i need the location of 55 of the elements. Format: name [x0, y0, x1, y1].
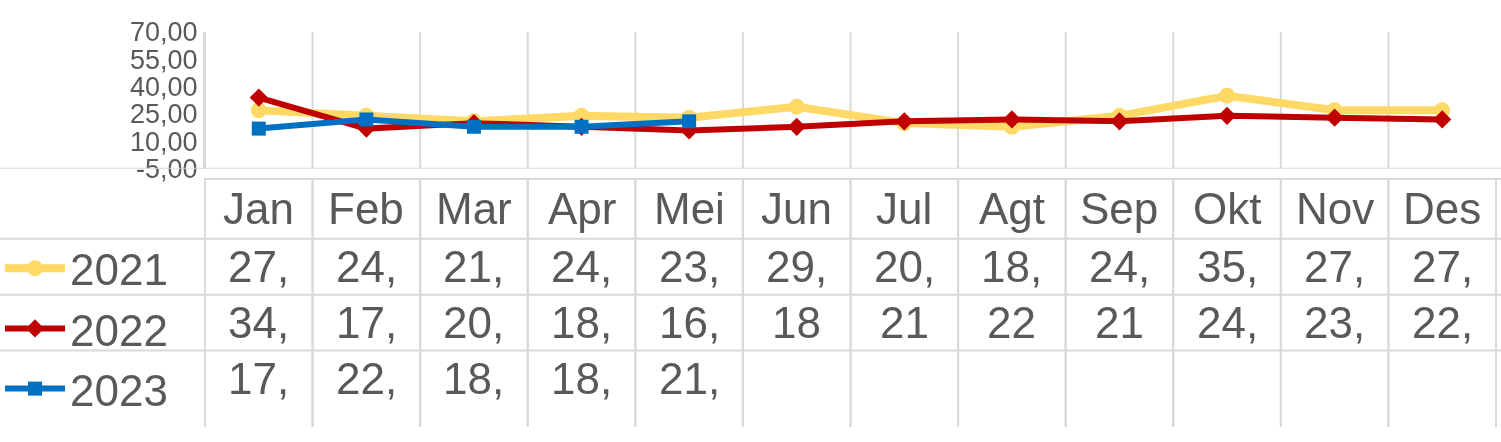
data-label: 22,: [1412, 298, 1474, 347]
data-label: 23,: [1304, 298, 1366, 347]
data-label: 17,: [228, 354, 290, 403]
legend-label: 2023: [70, 365, 168, 415]
data-label: 29,: [766, 242, 828, 291]
data-label: 20,: [874, 242, 936, 291]
data-label: 27,: [1304, 242, 1366, 291]
legend-label: 2021: [70, 245, 168, 295]
x-tick-label: Jul: [876, 184, 933, 233]
legend-label: 2022: [70, 305, 168, 355]
x-tick-label: Jun: [761, 184, 832, 233]
data-label: 27,: [228, 242, 290, 291]
data-label: 21: [1095, 298, 1144, 347]
data-label: 24,: [551, 242, 613, 291]
data-label: 21,: [659, 354, 721, 403]
point: [359, 112, 374, 127]
data-label: 18: [772, 298, 821, 347]
point: [466, 119, 481, 134]
data-label: 18,: [981, 242, 1043, 291]
point: [788, 98, 805, 115]
x-tick-label: Des: [1403, 184, 1482, 233]
data-label: 22: [987, 298, 1036, 347]
data-label: 24,: [1089, 242, 1151, 291]
x-tick-label: Sep: [1080, 184, 1159, 233]
point: [249, 88, 268, 107]
x-tick-label: Okt: [1193, 184, 1262, 233]
data-label: 22,: [336, 354, 398, 403]
point: [1433, 110, 1452, 129]
data-label: 18,: [551, 298, 613, 347]
data-label: 16,: [659, 298, 721, 347]
data-label: 20,: [443, 298, 505, 347]
data-label: 18,: [551, 354, 613, 403]
point: [682, 114, 697, 129]
x-tick-label: Nov: [1296, 184, 1375, 233]
data-label: 23,: [659, 242, 721, 291]
data-label: 24,: [336, 242, 398, 291]
x-tick-label: Mei: [654, 184, 725, 233]
x-tick-label: Mar: [436, 184, 512, 233]
x-tick-label: Apr: [548, 184, 617, 233]
data-label: 18,: [443, 354, 505, 403]
x-tick-label: Jan: [223, 184, 294, 233]
y-tick-label: -5,00: [136, 154, 198, 185]
x-tick-label: Feb: [328, 184, 404, 233]
data-label: 17,: [336, 298, 398, 347]
point: [1219, 87, 1236, 104]
point: [1217, 106, 1237, 125]
data-label: 27,: [1412, 242, 1474, 291]
point: [250, 102, 267, 119]
data-label: 24,: [1197, 298, 1259, 347]
point: [251, 121, 266, 136]
data-label: 21: [880, 298, 929, 347]
data-label: 34,: [228, 298, 290, 347]
data-label: 21,: [443, 242, 505, 291]
data-label: 35,: [1197, 242, 1259, 291]
x-tick-label: Agt: [979, 184, 1046, 233]
